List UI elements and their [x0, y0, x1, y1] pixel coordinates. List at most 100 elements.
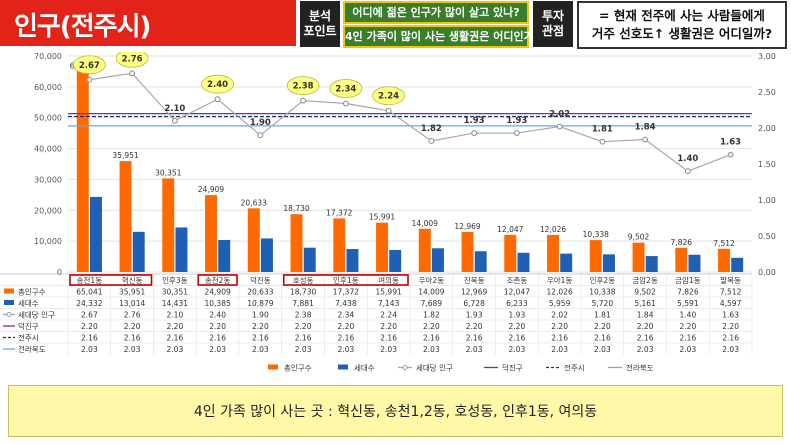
- table-cell: 2.16: [594, 334, 611, 343]
- table-cell: 2.03: [594, 345, 611, 354]
- bar-data-label: 12,969: [454, 222, 480, 231]
- bar-households: [431, 248, 444, 272]
- table-cell: 2.03: [637, 345, 654, 354]
- legend-label: 총인구수: [284, 363, 312, 373]
- bar-data-label: 17,372: [326, 208, 352, 217]
- left-axis-tick-label: 10,000: [34, 237, 62, 246]
- table-cell: 1.81: [594, 311, 611, 320]
- table-cell: 2.03: [81, 345, 98, 354]
- table-cell: 1.82: [423, 311, 440, 320]
- category-label: 인후1동: [333, 275, 359, 285]
- category-label: 인후2동: [590, 275, 616, 285]
- ratio-data-label: 2.34: [335, 85, 356, 95]
- category-label: 금암1동: [675, 275, 701, 285]
- table-cell: 10,338: [589, 288, 615, 297]
- bar-population: [119, 161, 132, 272]
- legend-label: 세대수: [354, 364, 375, 373]
- analysis-label-line-1: 분석: [308, 9, 332, 23]
- ratio-data-label: 1.90: [250, 118, 271, 128]
- category-label: 호성동: [293, 276, 314, 285]
- ratio-point: [171, 117, 178, 124]
- table-cell: 2.16: [81, 334, 98, 343]
- bar-households: [346, 249, 359, 272]
- table-cell: 2.40: [209, 311, 226, 320]
- table-cell: 2.16: [722, 334, 739, 343]
- table-cell: 2.20: [594, 322, 611, 331]
- bar-data-label: 9,502: [628, 233, 650, 242]
- ratio-highlight-bubble: [115, 52, 149, 68]
- ratio-point: [727, 151, 734, 158]
- table-cell: 12,969: [461, 288, 487, 297]
- invest-label-line-1: 투자: [541, 9, 565, 23]
- table-row-label: 전라북도: [18, 344, 46, 354]
- ratio-point: [385, 107, 392, 114]
- table-cell: 2.20: [209, 322, 226, 331]
- table-cell: 9,502: [634, 288, 656, 297]
- table-cell: 1.90: [252, 311, 269, 320]
- ratio-data-label: 2.02: [549, 110, 570, 120]
- bar-population: [290, 214, 303, 272]
- table-cell: 2.20: [338, 322, 355, 331]
- right-axis-tick-label: 1.50: [758, 160, 776, 169]
- table-cell: 20,633: [247, 288, 273, 297]
- ratio-point: [300, 97, 307, 104]
- bar-households: [474, 251, 487, 272]
- right-axis-tick-label: 3.00: [758, 52, 776, 61]
- ratio-data-label: 2.40: [207, 80, 228, 90]
- bar-households: [602, 254, 615, 272]
- category-label: 덕진동: [250, 275, 271, 285]
- bar-data-label: 20,633: [241, 198, 267, 207]
- ratio-line: [89, 72, 731, 172]
- ratio-point: [642, 136, 649, 143]
- table-cell: 2.38: [295, 311, 312, 320]
- table-cell: 2.16: [167, 334, 184, 343]
- bar-population: [547, 234, 560, 272]
- summary-line-1: = 현재 전주에 사는 사람들에게: [599, 8, 765, 23]
- table-cell: 2.03: [338, 345, 355, 354]
- ratio-data-label: 1.82: [421, 124, 442, 134]
- bar-households: [303, 247, 316, 272]
- table-legend-swatch: [4, 300, 14, 305]
- table-cell: 2.10: [167, 311, 184, 320]
- table-cell: 1.93: [509, 311, 526, 320]
- bar-data-label: 15,991: [369, 213, 395, 222]
- table-cell: 10,879: [247, 299, 273, 308]
- category-label: 조촌동: [507, 276, 528, 285]
- category-highlight-box: [282, 274, 409, 286]
- table-row-label: 덕진구: [18, 321, 39, 331]
- table-cell: 7,512: [720, 288, 742, 297]
- bar-data-label: 24,909: [198, 185, 224, 194]
- bar-data-label: 10,338: [583, 230, 609, 239]
- legend-label: 전라북도: [626, 363, 654, 373]
- header-bar: 인구(전주시) 분석 포인트 어디에 젊은 인구가 많이 살고 있나? 4인 가…: [0, 0, 791, 52]
- category-label: 여의동: [378, 275, 399, 285]
- bar-population: [504, 234, 517, 272]
- table-cell: 2.16: [637, 334, 654, 343]
- table-legend-marker: [6, 312, 12, 317]
- table-cell: 2.16: [423, 334, 440, 343]
- table-cell: 2.76: [124, 311, 141, 320]
- bar-population: [632, 242, 645, 272]
- analysis-point-label: 분석 포인트: [300, 1, 340, 47]
- table-cell: 2.20: [680, 322, 697, 331]
- table-cell: 14,009: [418, 288, 444, 297]
- table-cell: 2.20: [380, 322, 397, 331]
- bar-households: [645, 256, 658, 272]
- ratio-highlight-bubble: [372, 86, 406, 106]
- ratio-data-label: 2.38: [293, 82, 314, 92]
- analysis-label-line-2: 포인트: [303, 24, 337, 38]
- bar-population: [589, 240, 602, 272]
- category-label: 팔복동: [720, 275, 741, 285]
- legend-label: 세대당 인구: [416, 363, 453, 373]
- ratio-data-label: 1.81: [592, 125, 613, 135]
- table-cell: 6,233: [506, 299, 528, 308]
- table-cell: 2.03: [423, 345, 440, 354]
- table-cell: 2.16: [466, 334, 483, 343]
- left-axis-tick-label: 30,000: [34, 175, 62, 184]
- bar-households: [132, 231, 145, 272]
- table-cell: 12,047: [504, 288, 530, 297]
- table-cell: 2.03: [209, 345, 226, 354]
- table-cell: 5,591: [677, 299, 699, 308]
- table-cell: 2.20: [551, 322, 568, 331]
- ratio-highlight-bubble: [286, 76, 320, 96]
